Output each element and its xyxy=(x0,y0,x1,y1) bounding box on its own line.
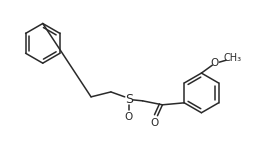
Text: S: S xyxy=(125,93,133,106)
Text: CH₃: CH₃ xyxy=(223,53,241,63)
Text: O: O xyxy=(125,112,133,122)
Text: O: O xyxy=(150,118,159,128)
Text: O: O xyxy=(210,58,218,68)
